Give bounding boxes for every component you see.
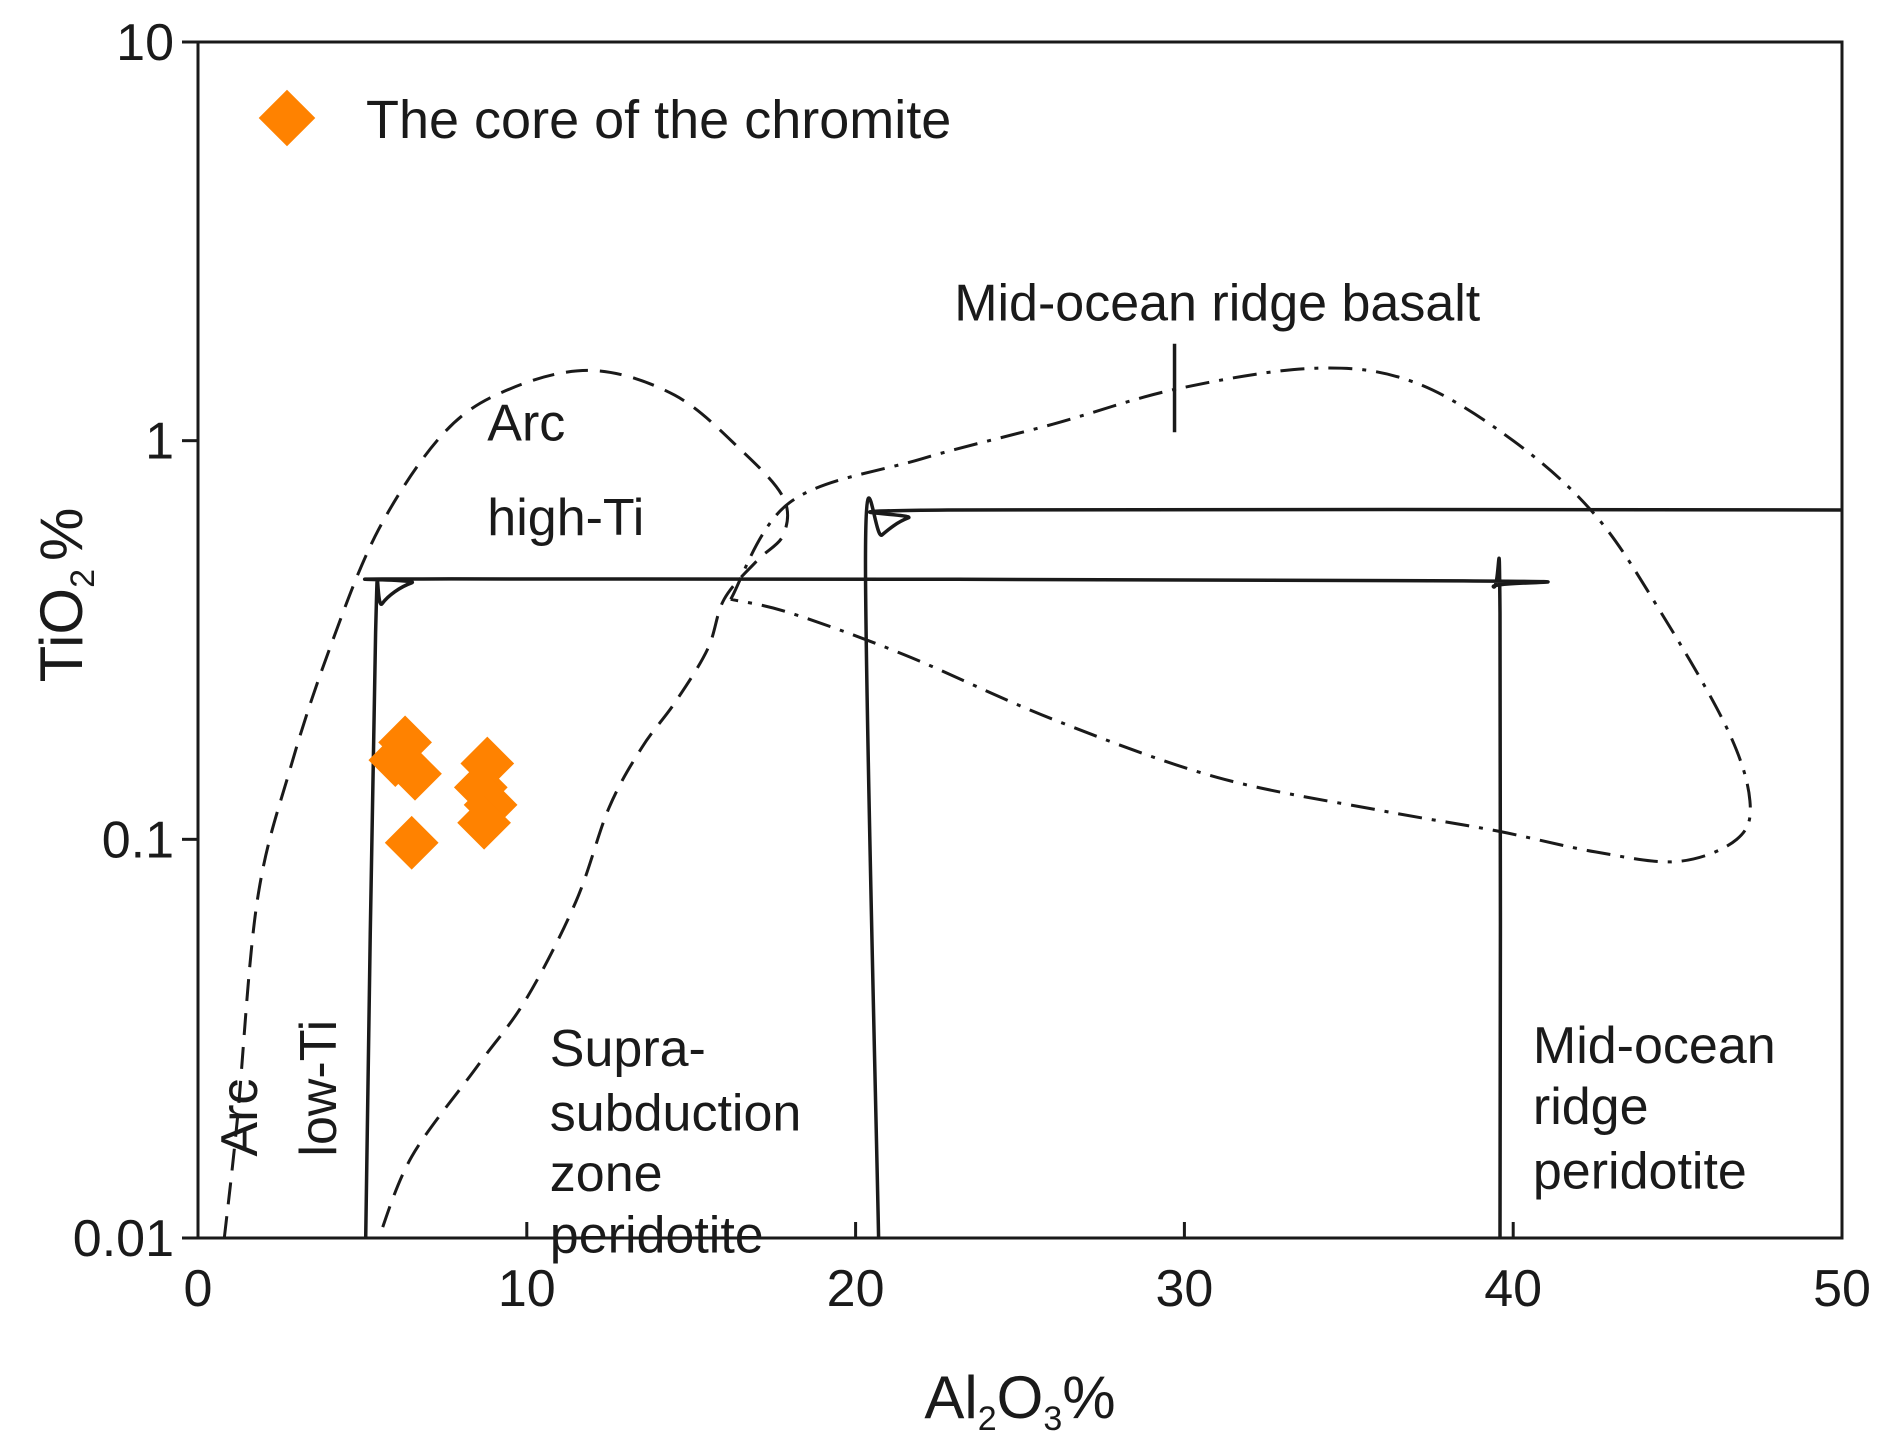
- y-axis-title-suffix: %: [28, 508, 95, 561]
- y-axis-ticks: 0.01 0.1 1 10: [73, 14, 198, 1268]
- legend-marker-diamond: [258, 89, 316, 147]
- y-tick-label-0-1: 0.1: [102, 811, 174, 869]
- x-axis-title-prefix: Al: [924, 1364, 977, 1431]
- annotation-zone: zone: [550, 1145, 663, 1203]
- x-tick-label-40: 40: [1484, 1260, 1542, 1318]
- data-points: [368, 715, 518, 870]
- x-tick-label-0: 0: [184, 1260, 213, 1318]
- annotation-supra: Supra-: [550, 1020, 706, 1078]
- annotation-peridotite: peridotite: [550, 1206, 764, 1264]
- y-axis-title-subscript: 2: [64, 569, 102, 588]
- field-mid-ocean-ridge-basalt: [729, 366, 1752, 864]
- data-point-8: [384, 815, 439, 870]
- field-arc-high-ti: [222, 368, 790, 1239]
- x-axis-title-suffix: %: [1062, 1364, 1115, 1431]
- discrimination-fields: [222, 343, 1843, 1239]
- annotation-peridotite: peridotite: [1533, 1143, 1747, 1201]
- x-tick-label-30: 30: [1155, 1260, 1213, 1318]
- legend: The core of the chromite: [258, 89, 951, 150]
- annotation-subduction: subduction: [550, 1085, 802, 1143]
- y-axis-title: TiO2%: [28, 508, 102, 683]
- annotation-mid-ocean: Mid-ocean: [1533, 1017, 1776, 1075]
- plot-frame: [196, 40, 1844, 1240]
- x-tick-label-20: 20: [827, 1260, 885, 1318]
- x-axis-ticks: 0 10 20 30 40 50: [184, 1222, 1871, 1318]
- y-tick-label-0-01: 0.01: [73, 1210, 174, 1268]
- annotation-mid-ocean-ridge-basalt: Mid-ocean ridge basalt: [954, 275, 1481, 333]
- x-axis-title-mid: O: [997, 1364, 1044, 1431]
- annotation-low-ti: low-Ti: [290, 1020, 348, 1157]
- x-axis-title: Al2O3%: [924, 1364, 1115, 1438]
- annotation-arc: Arc: [487, 395, 565, 453]
- y-tick-label-1: 1: [145, 413, 174, 471]
- field-annotations: Arc high-Ti Mid-ocean ridge basalt Supra-su…: [211, 275, 1775, 1265]
- x-axis-title-subscript-1: 2: [978, 1400, 997, 1438]
- legend-label: The core of the chromite: [366, 90, 951, 150]
- x-axis-title-subscript-2: 3: [1043, 1400, 1062, 1438]
- x-tick-label-10: 10: [498, 1260, 556, 1318]
- annotation-arc: Arc: [211, 1079, 269, 1157]
- annotation-ridge: ridge: [1533, 1078, 1649, 1136]
- annotation-high-ti: high-Ti: [487, 489, 644, 547]
- y-axis-title-prefix: TiO: [28, 588, 95, 682]
- x-tick-label-50: 50: [1813, 1260, 1871, 1318]
- y-tick-label-10: 10: [116, 14, 174, 72]
- field-supra-subduction-zone-peridotite: [362, 556, 1550, 1239]
- field-mid-ocean-ridge-peridotite: [863, 496, 1843, 1239]
